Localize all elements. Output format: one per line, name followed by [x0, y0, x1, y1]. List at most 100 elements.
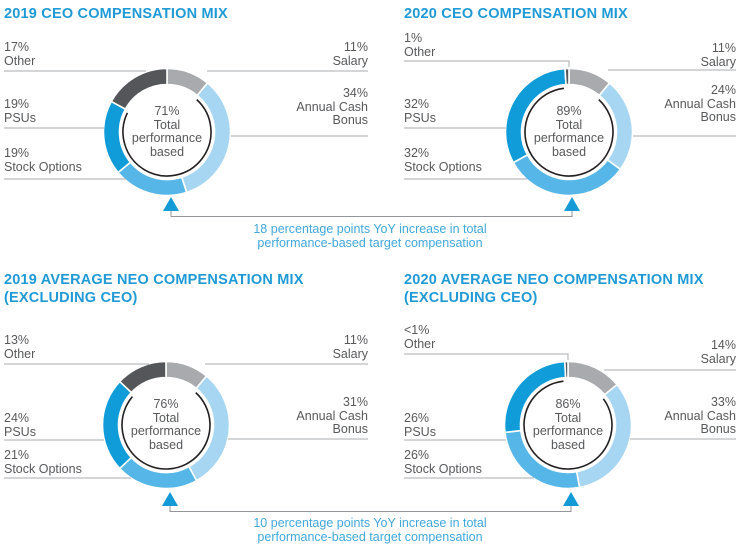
label-other: <1% Other — [404, 323, 436, 351]
center-text: based — [149, 144, 185, 159]
label-name: Stock Options — [4, 159, 82, 174]
label-stock-options: 21% Stock Options — [4, 448, 82, 476]
label-name: Other — [4, 53, 36, 68]
label-stock-options: 26% Stock Options — [404, 448, 482, 476]
label-salary: 11% Salary — [536, 41, 736, 69]
chart-title-line: 2020 CEO COMPENSATION MIX — [404, 6, 628, 22]
label-pct: 26% — [404, 411, 430, 425]
label-pct: 31% — [342, 395, 368, 409]
label-stock-options: 19% Stock Options — [4, 146, 82, 174]
label-pct: 17% — [4, 40, 30, 54]
chart-title-2020-ceo: 2020 CEO COMPENSATION MIX — [404, 5, 628, 23]
donut-center-label: 71% Total performance based — [102, 104, 232, 159]
label-pct: 19% — [4, 146, 30, 160]
label-pct: 14% — [710, 338, 736, 352]
center-pct: 89% — [556, 104, 582, 118]
label-name: PSUs — [4, 424, 36, 439]
label-stock-options: 32% Stock Options — [404, 146, 482, 174]
label-name: Stock Options — [404, 461, 482, 476]
yoy-increase-note-neo: 10 percentage points YoY increase in tot… — [200, 516, 540, 544]
up-arrow-icon — [563, 492, 579, 506]
center-text: performance — [532, 424, 604, 438]
label-name: Bonus — [332, 422, 368, 436]
center-text: performance — [130, 424, 202, 438]
label-name: PSUs — [404, 424, 436, 439]
chart-title-line: 2020 AVERAGE NEO COMPENSATION MIX — [404, 272, 704, 288]
donut-center-label: 86% Total performance based — [503, 397, 633, 452]
donut-segment-other — [563, 360, 569, 379]
center-text: performance — [533, 131, 605, 145]
label-pct: 32% — [404, 97, 430, 111]
label-annual-cash-bonus: 33% Annual Cash Bonus — [536, 395, 736, 437]
label-name: Annual Cash — [296, 99, 368, 114]
yoy-increase-note-ceo: 18 percentage points YoY increase in tot… — [200, 222, 540, 250]
label-name: Other — [404, 44, 436, 59]
donut-segment-stock_options — [116, 161, 188, 197]
label-other: 1% Other — [404, 31, 436, 59]
note-line: performance-based target compensation — [257, 236, 483, 250]
center-pct: 86% — [555, 397, 581, 411]
label-name: PSUs — [4, 110, 36, 125]
label-name: Bonus — [332, 113, 368, 127]
label-name: Salary — [700, 351, 736, 366]
label-pct: 19% — [4, 97, 30, 111]
label-name: Bonus — [700, 110, 736, 124]
center-text: performance — [131, 131, 203, 145]
label-pct: 26% — [404, 448, 430, 462]
label-annual-cash-bonus: 24% Annual Cash Bonus — [536, 83, 736, 125]
note-line: 18 percentage points YoY increase in tot… — [253, 222, 487, 236]
label-pct: 24% — [4, 411, 30, 425]
label-pct: 13% — [4, 333, 30, 347]
donut-segment-stock_options — [118, 456, 198, 490]
label-name: Other — [404, 336, 436, 351]
chart-title-line: (EXCLUDING CEO) — [404, 290, 538, 306]
chart-title-line: 2019 AVERAGE NEO COMPENSATION MIX — [4, 272, 304, 288]
label-pct: 11% — [343, 40, 368, 54]
donut-center-label: 76% Total performance based — [101, 397, 231, 452]
chart-title-2019-ceo: 2019 CEO COMPENSATION MIX — [4, 5, 228, 23]
label-other: 17% Other — [4, 40, 36, 68]
performance-based-arc — [524, 87, 614, 177]
label-psus: 26% PSUs — [404, 411, 436, 439]
center-pct: 71% — [154, 104, 180, 118]
label-psus: 24% PSUs — [4, 411, 36, 439]
center-text: Total — [554, 410, 582, 425]
chart-title-2020-neo: 2020 AVERAGE NEO COMPENSATION MIX (EXCLU… — [404, 271, 704, 307]
performance-based-arc — [523, 380, 613, 470]
label-pct: 11% — [711, 41, 736, 55]
leader-line — [404, 353, 569, 360]
label-salary: 11% Salary — [168, 333, 368, 361]
performance-based-arc — [121, 392, 211, 470]
label-psus: 19% PSUs — [4, 97, 36, 125]
label-name: Annual Cash — [296, 408, 368, 423]
donut-segment-other — [564, 67, 570, 86]
center-pct: 76% — [153, 397, 179, 411]
chart-title-2019-neo: 2019 AVERAGE NEO COMPENSATION MIX (EXCLU… — [4, 271, 304, 307]
label-name: Salary — [332, 346, 368, 361]
label-pct: 24% — [710, 83, 736, 97]
label-salary: 14% Salary — [536, 338, 736, 366]
bridge-connector-line — [170, 210, 573, 217]
center-text: based — [148, 437, 184, 452]
donut-segment-other — [110, 67, 168, 111]
label-pct: 34% — [342, 86, 368, 100]
label-pct: 11% — [343, 333, 368, 347]
donut-segment-other — [118, 360, 167, 394]
label-name: Salary — [332, 53, 368, 68]
label-name: Bonus — [700, 422, 736, 436]
label-annual-cash-bonus: 31% Annual Cash Bonus — [168, 395, 368, 437]
chart-title-line: 2019 CEO COMPENSATION MIX — [4, 6, 228, 22]
performance-based-arc — [122, 99, 212, 177]
center-text: based — [550, 437, 586, 452]
label-name: Annual Cash — [664, 408, 736, 423]
label-pct: 32% — [404, 146, 430, 160]
bridge-connector-line — [169, 505, 572, 512]
note-line: performance-based target compensation — [257, 530, 483, 544]
label-name: PSUs — [404, 110, 436, 125]
center-text: based — [551, 144, 587, 159]
center-text: Total — [152, 410, 180, 425]
chart-title-line: (EXCLUDING CEO) — [4, 290, 138, 306]
center-text: Total — [555, 117, 583, 132]
label-name: Annual Cash — [664, 96, 736, 111]
